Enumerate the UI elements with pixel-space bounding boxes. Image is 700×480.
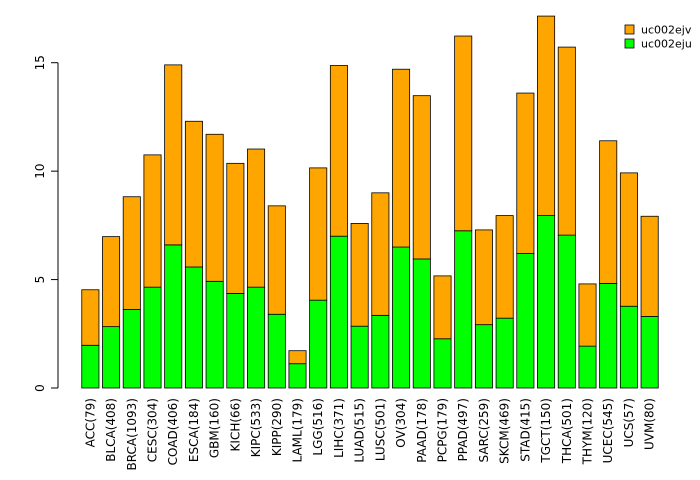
bar-uc002ejv xyxy=(537,15,556,216)
bar-uc002ejv xyxy=(122,196,141,310)
legend-swatch xyxy=(624,24,635,35)
bar-uc002ejv xyxy=(495,215,514,319)
x-category-label: BRCA(1093) xyxy=(125,398,139,470)
y-tick-label: 10 xyxy=(33,163,47,178)
legend-swatch xyxy=(624,38,635,49)
bar-uc002ejv xyxy=(247,148,266,288)
bar-uc002eju xyxy=(309,299,328,389)
x-category-label: BLCA(408) xyxy=(104,398,118,462)
x-category-label: KIPC(533) xyxy=(249,398,263,457)
bar-uc002ejv xyxy=(329,65,348,237)
x-category-label: LGG(516) xyxy=(311,398,325,456)
bar-uc002ejv xyxy=(309,167,328,301)
x-category-label: THYM(120) xyxy=(581,398,595,465)
x-category-label: UCEC(545) xyxy=(601,398,615,463)
x-category-label: PPAD(497) xyxy=(456,398,470,461)
x-axis-labels: ACC(79) BLCA(408) BRCA(1093) CESC(304) COAD(… xyxy=(83,398,656,470)
bar-uc002ejv xyxy=(164,64,183,246)
x-category-label: LUAD(515) xyxy=(353,398,367,463)
bar-uc002eju xyxy=(267,313,286,389)
bar-uc002eju xyxy=(599,283,618,389)
x-category-label: SARC(259) xyxy=(477,398,491,462)
bar-uc002eju xyxy=(205,280,224,389)
x-category-label: STAD(415) xyxy=(518,398,532,462)
bars-group xyxy=(81,15,659,389)
bar-uc002ejv xyxy=(392,68,411,248)
bar-uc002ejv xyxy=(371,192,390,316)
legend-label: uc002ejv xyxy=(641,24,692,37)
bar-uc002eju xyxy=(288,363,307,389)
bar-uc002ejv xyxy=(640,215,659,317)
bar-uc002ejv xyxy=(433,275,452,340)
x-category-label: LAML(179) xyxy=(291,398,305,462)
bar-uc002eju xyxy=(102,326,121,389)
bar-uc002ejv xyxy=(412,95,431,260)
y-tick-label: 0 xyxy=(33,384,47,392)
bar-uc002eju xyxy=(164,244,183,389)
bar-uc002eju xyxy=(640,316,659,389)
bar-uc002eju xyxy=(516,253,535,389)
x-category-label: ACC(79) xyxy=(83,398,97,447)
bar-uc002ejv xyxy=(288,350,307,365)
x-category-label: LUSC(501) xyxy=(373,398,387,461)
bar-uc002eju xyxy=(474,324,493,389)
bar-uc002ejv xyxy=(267,205,286,315)
bar-uc002eju xyxy=(557,234,576,389)
bar-uc002eju xyxy=(537,215,556,389)
x-category-label: CESC(304) xyxy=(146,398,160,462)
bar-uc002eju xyxy=(143,286,162,389)
bar-uc002eju xyxy=(495,317,514,389)
x-category-label: TGCT(150) xyxy=(539,398,553,464)
y-tick-label: 15 xyxy=(33,55,47,70)
x-category-label: THCA(501) xyxy=(560,398,574,464)
bar-uc002ejv xyxy=(205,133,224,282)
bar-uc002ejv xyxy=(474,229,493,326)
bar-uc002ejv xyxy=(81,289,100,346)
bar-uc002ejv xyxy=(578,283,597,347)
bar-uc002ejv xyxy=(350,223,369,327)
bar-uc002eju xyxy=(184,266,203,389)
bar-uc002eju xyxy=(350,325,369,389)
x-category-label: COAD(406) xyxy=(166,398,180,465)
x-category-label: PAAD(178) xyxy=(415,398,429,463)
bar-uc002ejv xyxy=(516,92,535,254)
x-category-label: OV(304) xyxy=(394,398,408,448)
bar-uc002eju xyxy=(226,293,245,389)
bar-uc002ejv xyxy=(454,35,473,232)
x-category-label: GBM(160) xyxy=(208,398,222,458)
bar-uc002eju xyxy=(578,345,597,389)
bar-uc002eju xyxy=(247,286,266,389)
bar-uc002eju xyxy=(454,230,473,389)
bar-uc002eju xyxy=(122,309,141,389)
bar-uc002eju xyxy=(619,305,638,389)
y-axis: 0 5 10 15 xyxy=(33,55,59,392)
bar-uc002ejv xyxy=(184,120,203,268)
x-category-label: ESCA(184) xyxy=(187,398,201,462)
bar-uc002ejv xyxy=(226,162,245,294)
x-category-label: PCPG(179) xyxy=(436,398,450,462)
x-category-label: UVM(80) xyxy=(643,398,657,450)
bar-uc002ejv xyxy=(619,172,638,307)
bar-uc002eju xyxy=(392,246,411,389)
bar-uc002ejv xyxy=(599,140,618,284)
legend-label: uc002eju xyxy=(641,38,692,51)
bar-uc002ejv xyxy=(557,46,576,236)
bar-uc002eju xyxy=(433,338,452,389)
bar-uc002ejv xyxy=(143,154,162,288)
x-category-label: UCS(57) xyxy=(622,398,636,447)
bar-uc002eju xyxy=(371,314,390,389)
bar-uc002eju xyxy=(412,258,431,389)
bar-uc002eju xyxy=(329,235,348,389)
bar-uc002eju xyxy=(81,344,100,389)
x-category-label: KIPP(290) xyxy=(270,398,284,456)
bar-uc002ejv xyxy=(102,236,121,328)
x-category-label: LIHC(371) xyxy=(332,398,346,458)
x-category-label: KICH(66) xyxy=(228,398,242,451)
x-category-label: SKCM(469) xyxy=(498,398,512,464)
y-tick-label: 5 xyxy=(33,276,47,284)
